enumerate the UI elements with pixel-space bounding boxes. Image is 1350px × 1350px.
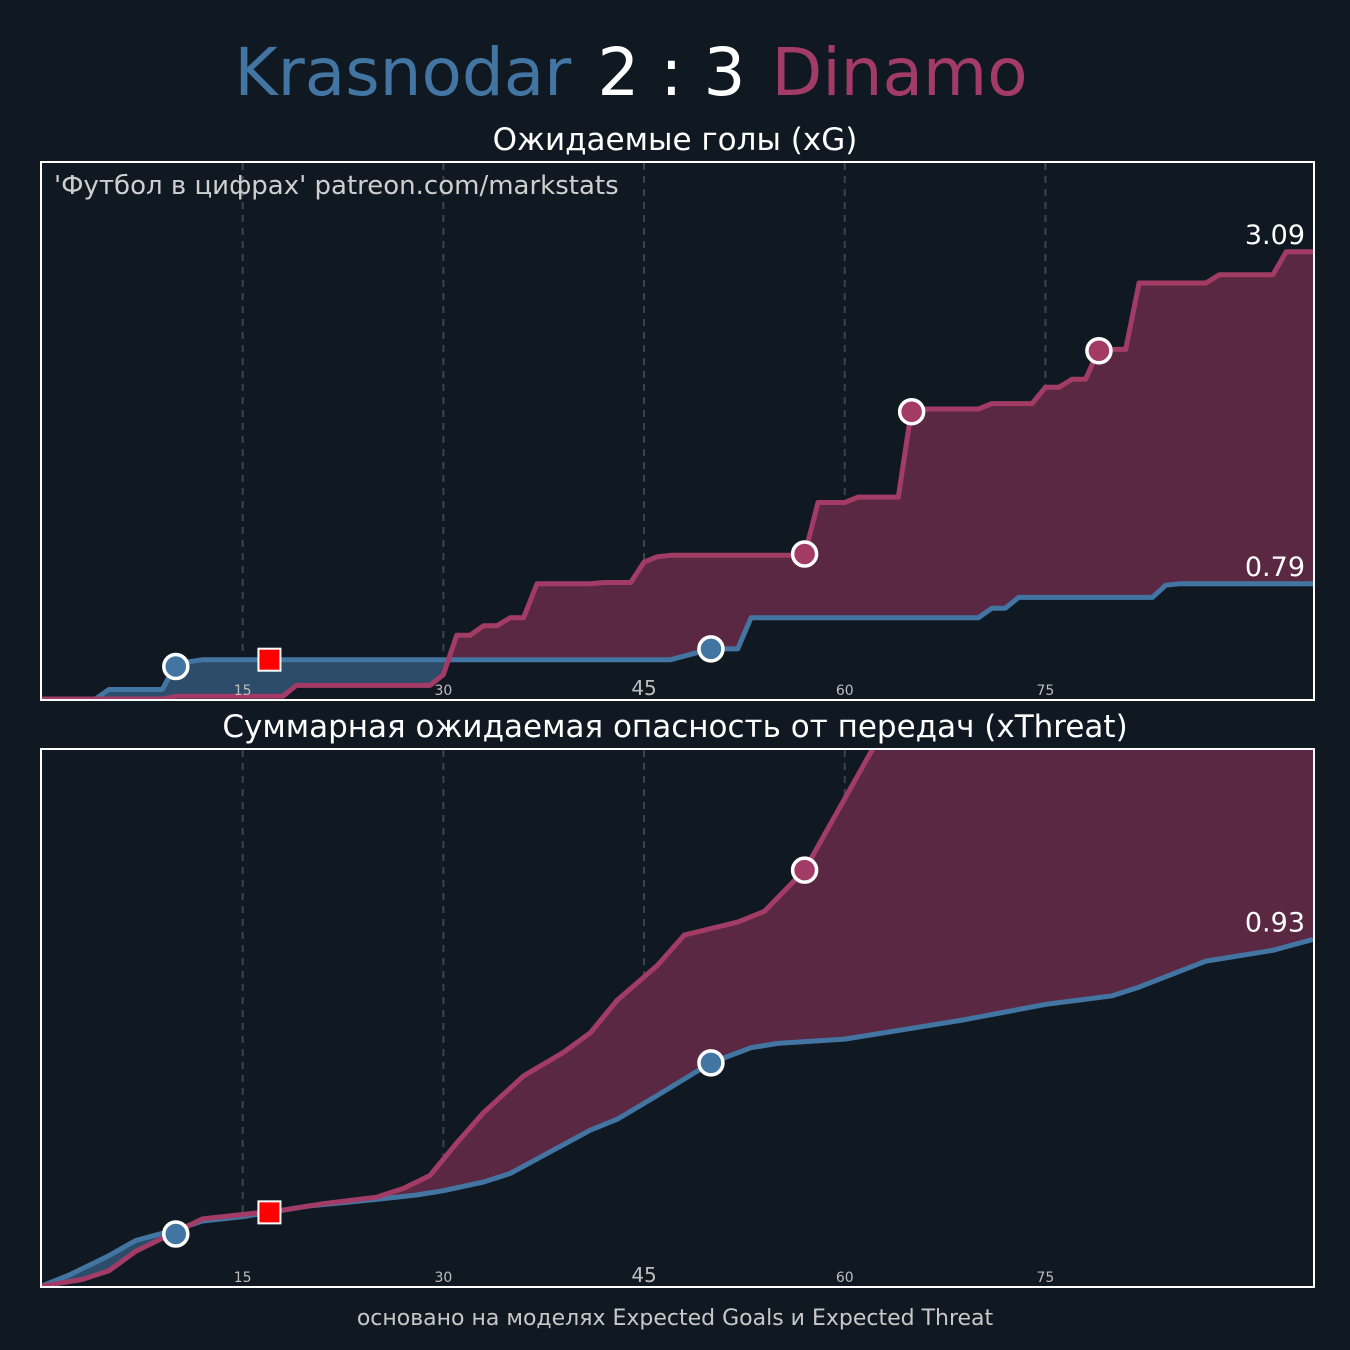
xt-tick-label: 30	[434, 1270, 452, 1286]
xt-end-label: 0.93	[1245, 907, 1305, 938]
xthreat-chart-svg: 15304560751.930.93	[42, 750, 1313, 1286]
xt-dinamo-line	[42, 750, 875, 1286]
xg-tick-label: 60	[836, 683, 854, 699]
xt-goal-marker	[790, 856, 819, 884]
xg-tick-label: 45	[631, 676, 656, 699]
xg-goal-marker	[1085, 336, 1113, 365]
xg-chart-title: Ожидаемые голы (xG)	[492, 122, 858, 158]
xg-chart: 15 30 45 60 75 3.09 0.79 'Футбол в цифрах' pat…	[40, 161, 1315, 701]
xthreat-chart-title: Суммарная ожидаемая опасность от передач…	[222, 709, 1128, 745]
home-team-name: Krasnodar	[234, 34, 572, 111]
xg-red-card-marker	[257, 647, 282, 672]
xt-goal-marker	[697, 1049, 725, 1077]
xt-tick-label: 75	[1037, 1270, 1055, 1286]
xg-tick-label: 30	[434, 683, 452, 699]
xt-goal-marker	[162, 1220, 190, 1248]
away-team-name: Dinamo	[771, 34, 1028, 111]
xg-goal-marker	[897, 397, 926, 426]
xg-chart-svg: 15 30 45 60 75 3.09 0.79	[42, 163, 1313, 699]
match-score: 2 : 3	[597, 34, 746, 111]
xg-goal-marker	[162, 652, 190, 681]
match-header: Krasnodar 2 : 3 Dinamo	[0, 28, 1262, 118]
xg-dinamo-area	[42, 251, 1313, 699]
xt-tick-label: 15	[234, 1270, 252, 1286]
xt-below-area	[42, 939, 1313, 1286]
xg-goal-marker	[697, 635, 725, 663]
xt-tick-label: 60	[836, 1270, 854, 1286]
xt-tick-label: 45	[631, 1263, 656, 1286]
xg-tick-label: 15	[234, 683, 252, 699]
xg-end-label: 3.09	[1245, 220, 1305, 251]
watermark: 'Футбол в цифрах' patreon.com/markstats	[54, 171, 619, 201]
footer-note: основано на моделях Expected Goals и Exp…	[356, 1306, 994, 1331]
xg-goal-marker	[790, 540, 819, 568]
xg-tick-label: 75	[1037, 683, 1055, 699]
xg-end-label: 0.79	[1245, 552, 1305, 583]
xt-red-card-marker	[257, 1200, 282, 1225]
xthreat-chart: 15304560751.930.93	[40, 748, 1315, 1288]
